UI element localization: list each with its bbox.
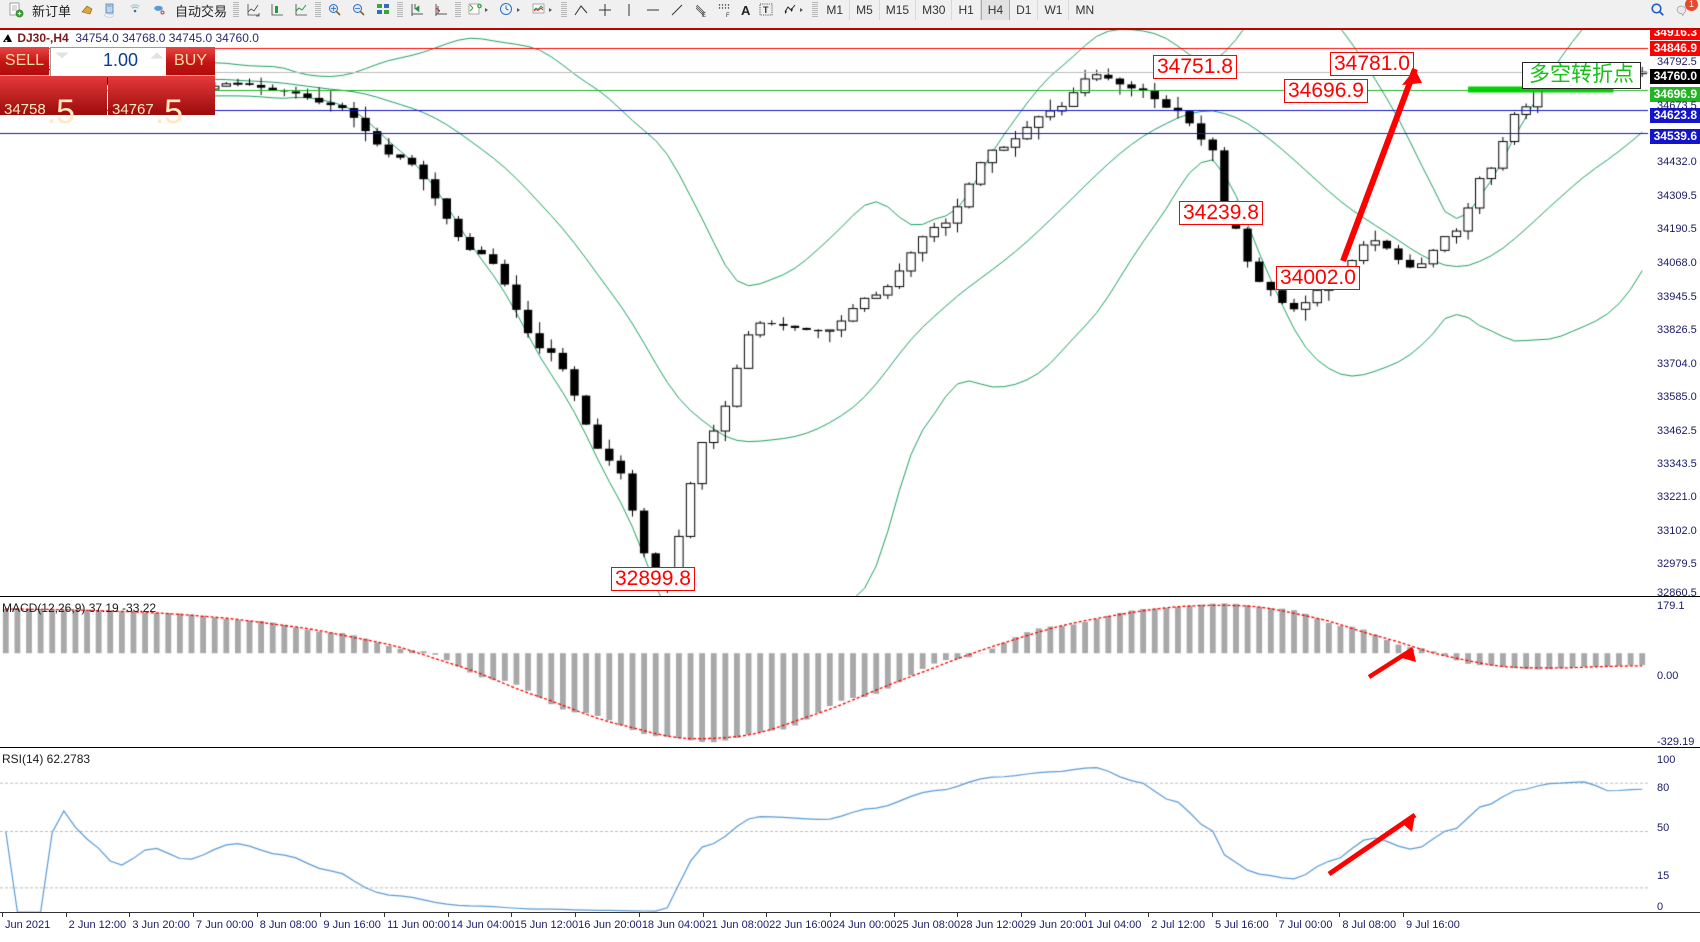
svg-text:T: T (763, 5, 769, 15)
svg-text:E: E (702, 13, 706, 18)
svg-text:F: F (726, 13, 730, 18)
